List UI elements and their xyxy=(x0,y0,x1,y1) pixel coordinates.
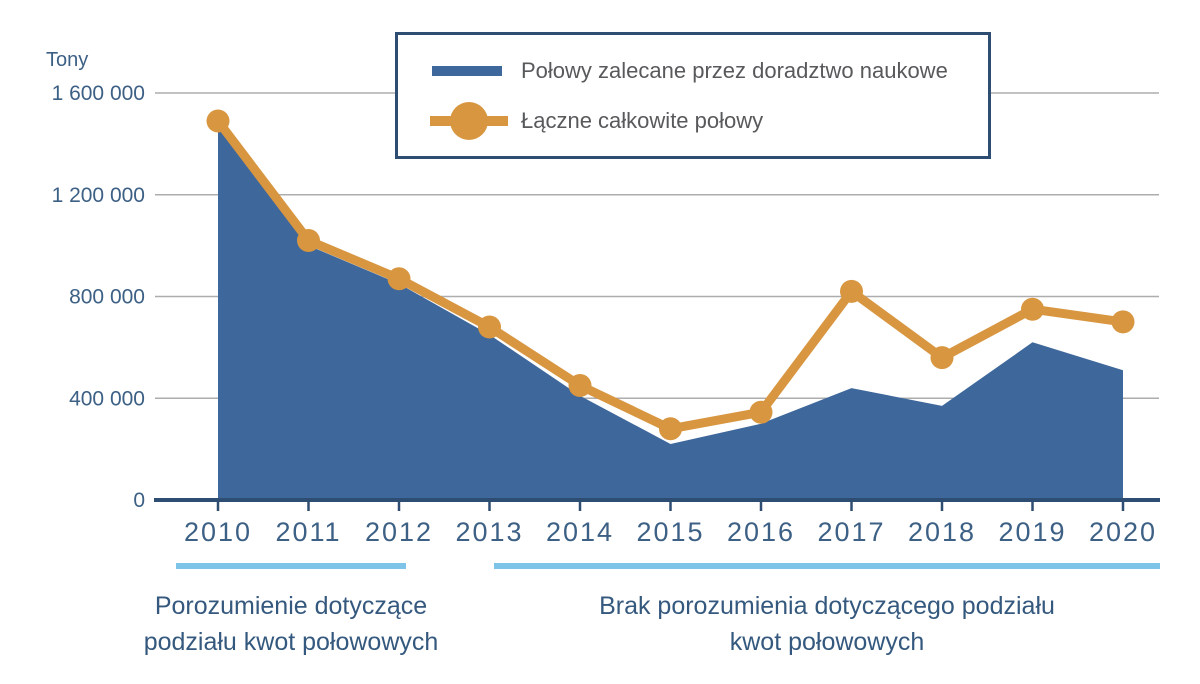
y-axis-tick-label: 400 000 xyxy=(69,387,145,410)
data-point-marker xyxy=(1021,297,1044,321)
data-point-marker xyxy=(840,279,863,303)
annotation-underline-agreement xyxy=(176,563,406,569)
annotation-line: Brak porozumienia dotyczącego podziału xyxy=(599,592,1055,620)
annotation-no-quota-agreement: Brak porozumienia dotyczącego podziału k… xyxy=(494,588,1160,660)
annotation-underline-no-agreement xyxy=(494,563,1160,569)
data-point-marker xyxy=(297,229,320,252)
x-axis-year-label: 2011 xyxy=(275,517,341,547)
x-axis-year-label: 2010 xyxy=(184,517,252,547)
legend-label-total-catches: Łączne całkowite połowy xyxy=(521,107,764,133)
annotation-line: Porozumienie dotyczące xyxy=(154,592,428,620)
data-point-marker xyxy=(749,400,773,424)
circle-marker-icon xyxy=(450,101,488,140)
x-axis-year-labels: 2010 2011 2012 2013 2014 2015 2016 2017 2018 2019… xyxy=(184,517,1157,547)
legend-label-advised-catches: Połowy zalecane przez doradztwo naukowe xyxy=(521,57,948,83)
x-axis-year-label: 2017 xyxy=(817,517,885,547)
y-axis-tick-label: 0 xyxy=(133,489,145,512)
x-axis-year-label: 2018 xyxy=(908,517,976,547)
y-axis-tick-label: 1 600 000 xyxy=(52,82,145,105)
y-axis-unit-label: Tony xyxy=(46,49,88,71)
data-point-marker xyxy=(568,374,592,397)
x-axis-year-label: 2016 xyxy=(727,517,795,547)
data-point-marker xyxy=(206,109,230,133)
legend-item-advised-catches: Połowy zalecane przez doradztwo naukowe xyxy=(430,51,988,91)
legend-swatch-area xyxy=(430,51,508,91)
line-series-markers xyxy=(206,109,1135,441)
x-axis-year-label: 2013 xyxy=(455,517,523,547)
data-point-marker xyxy=(930,346,954,370)
data-point-marker xyxy=(1111,310,1135,334)
annotation-line: podziału kwot połowowych xyxy=(143,628,439,656)
legend-swatch-line xyxy=(430,101,508,141)
y-axis-tick-label: 800 000 xyxy=(69,286,145,309)
data-point-marker xyxy=(478,315,501,339)
y-axis-tick-labels: 0 400 000 800 000 1 200 000 1 600 000 xyxy=(52,82,145,512)
x-axis-year-label: 2020 xyxy=(1089,517,1157,547)
x-axis-year-label: 2014 xyxy=(546,517,614,547)
x-axis-year-label: 2012 xyxy=(365,517,433,547)
area-series-advised-catches xyxy=(218,123,1123,500)
x-axis-year-label: 2019 xyxy=(998,517,1066,547)
annotation-line: kwot połowowych xyxy=(729,628,925,656)
data-point-marker xyxy=(387,267,411,291)
legend-item-total-catches: Łączne całkowite połowy xyxy=(430,101,988,141)
annotation-quota-agreement: Porozumienie dotyczące podziału kwot poł… xyxy=(138,588,444,660)
legend: Połowy zalecane przez doradztwo naukowe … xyxy=(395,32,991,159)
x-axis-ticks xyxy=(216,500,1125,511)
data-point-marker xyxy=(659,417,682,441)
y-axis-tick-label: 1 200 000 xyxy=(52,184,145,207)
x-axis-year-label: 2015 xyxy=(636,517,704,547)
area-swatch-bar-icon xyxy=(432,65,502,76)
